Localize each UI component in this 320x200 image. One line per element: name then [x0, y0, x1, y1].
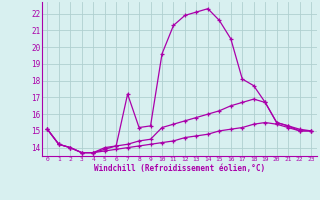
- X-axis label: Windchill (Refroidissement éolien,°C): Windchill (Refroidissement éolien,°C): [94, 164, 265, 173]
